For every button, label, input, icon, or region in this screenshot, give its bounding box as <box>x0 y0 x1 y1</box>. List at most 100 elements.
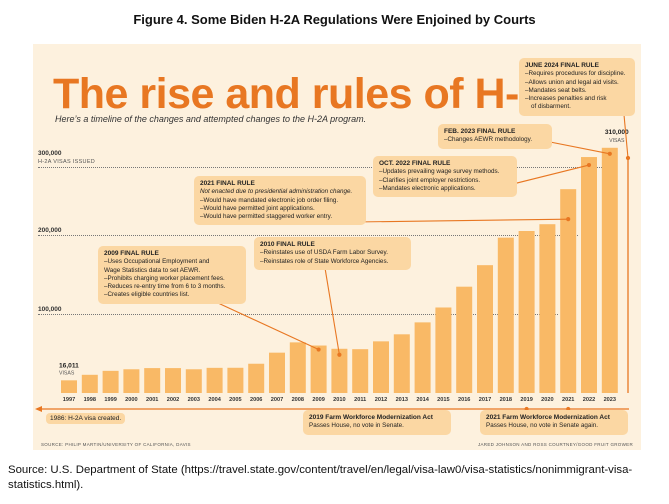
footer-source: SOURCE: PHILIP MARTIN/UNIVERSITY OF CALI… <box>41 442 191 447</box>
annotation-2021-fwma-title: 2021 Farm Workforce Modernization Act <box>486 414 610 421</box>
annotation-2009-title: 2009 FINAL RULE <box>104 250 159 257</box>
annotation-oct-2022-line: –Mandates electronic applications. <box>379 184 476 192</box>
connector-2021 <box>353 218 569 223</box>
x-tick-label-2008: 2008 <box>292 397 304 403</box>
annotation-2021-line: –Would have mandated electronic job orde… <box>200 196 339 204</box>
x-tick-label-1997: 1997 <box>63 397 75 403</box>
bar-2014 <box>414 322 431 393</box>
bar-2008 <box>289 342 306 393</box>
bar-2020 <box>539 224 556 393</box>
connector-oct-2022-dot <box>586 162 592 168</box>
bar-2023 <box>601 147 618 393</box>
annotation-2021-title: 2021 FINAL RULE <box>200 180 255 187</box>
x-tick-label-2022: 2022 <box>583 397 595 403</box>
data-label-2023: 310,000 <box>605 129 629 136</box>
gridline-200000 <box>38 235 578 236</box>
bar-2001 <box>144 368 161 393</box>
annotation-june-2024-line: of disbarment. <box>531 103 571 111</box>
bar-chart: 1997 1998 1999 2000 2001 2002 2003 2004 2005 2006… <box>35 103 631 412</box>
gridline-100000 <box>38 314 558 315</box>
subtitle: Here’s a timeline of the changes and att… <box>55 114 367 124</box>
x-tick-label-2017: 2017 <box>479 397 491 403</box>
x-tick-label-2018: 2018 <box>500 397 512 403</box>
x-tick-label-2007: 2007 <box>271 397 283 403</box>
bar-2005 <box>227 367 244 393</box>
annotation-oct-2022-line: –Updates prevailing wage survey methods. <box>379 168 500 176</box>
annotation-2021-fwma-line: Passes House, no vote in Senate again. <box>486 422 599 430</box>
annotation-2009-line: –Reduces re-entry time from 6 to 3 month… <box>104 283 226 291</box>
bar-2004 <box>206 367 223 393</box>
bar-2022 <box>581 157 597 393</box>
annotation-2021-line: –Would have permitted staggered worker e… <box>200 213 333 221</box>
figure-title: Figure 4. Some Biden H-2A Regulations We… <box>133 12 536 27</box>
x-tick-label-2005: 2005 <box>229 397 241 403</box>
x-tick-label-2001: 2001 <box>146 397 158 403</box>
connector-oct-2022 <box>504 164 590 187</box>
x-tick-label-1998: 1998 <box>84 397 96 403</box>
annotation-2009-line: Wage Statistics data to set AEWR. <box>104 266 201 274</box>
bar-2012 <box>373 341 389 393</box>
annotation-feb-2023-line: –Changes AEWR methodology. <box>444 136 533 144</box>
bar-2003 <box>185 369 202 393</box>
annotation-2019-fwma-title: 2019 Farm Workforce Modernization Act <box>309 414 433 421</box>
annotation-2010-final-rule: 2010 FINAL RULE –Reinstates use of USDA … <box>254 237 411 270</box>
annotation-2009-final-rule: 2009 FINAL RULE –Uses Occupational Emplo… <box>98 246 246 304</box>
y-tick-label-300000: 300,000 <box>38 150 62 157</box>
bar-2017 <box>477 265 493 393</box>
annotation-2021-fwma: 2021 Farm Workforce Modernization Act Pa… <box>480 410 628 435</box>
x-tick-label-2015: 2015 <box>437 397 449 403</box>
annotation-june-2024-line: –Allows union and legal aid visits. <box>525 78 619 86</box>
y-tick-label-200000: 200,000 <box>38 227 62 234</box>
x-tick-label-2002: 2002 <box>167 397 179 403</box>
x-tick-label-2010: 2010 <box>333 397 345 403</box>
connector-2010 <box>324 267 340 355</box>
annotation-june-2024-title: JUNE 2024 FINAL RULE <box>525 62 599 69</box>
bar-2015 <box>435 307 452 393</box>
source-note: Source: U.S. Department of State (https:… <box>8 464 633 491</box>
annotation-june-2024-line: –Requires procedures for discipline. <box>525 70 626 78</box>
bar-2018 <box>497 237 514 393</box>
bar-1997 <box>61 380 77 393</box>
connector-june-2024-dot <box>625 155 631 161</box>
connector-2009 <box>217 302 319 351</box>
annotation-2019-fwma-line: Passes House, no vote in Senate. <box>309 422 404 430</box>
footer-credit: JARED JOHNSON AND ROSS COURTNEY/GOOD FRU… <box>477 442 633 447</box>
x-tick-label-2014: 2014 <box>416 397 429 403</box>
x-tick-label-2003: 2003 <box>188 397 200 403</box>
x-tick-label-2011: 2011 <box>354 397 366 403</box>
bar-2009 <box>310 345 327 393</box>
annotation-2009-line: –Prohibits charging worker placement fee… <box>104 274 225 282</box>
annotation-2021-note: Not enacted due to presidential administ… <box>200 188 353 196</box>
annotation-june-2024-line: –Mandates seat belts. <box>525 86 587 94</box>
annotation-oct-2022-final-rule: OCT. 2022 FINAL RULE –Updates prevailing… <box>373 156 517 198</box>
bar-2019 <box>518 231 535 393</box>
x-tick-label-2009: 2009 <box>312 397 324 403</box>
bar-2011 <box>352 349 369 393</box>
x-tick-label-2016: 2016 <box>458 397 470 403</box>
headline: The rise and rules of H-2A <box>53 70 573 118</box>
annotation-1986: 1986: H-2A visa created. <box>46 413 126 424</box>
x-tick-label-2006: 2006 <box>250 397 262 403</box>
annotation-2009-line: –Creates eligible countries list. <box>104 291 190 299</box>
bar-2021 <box>560 189 577 393</box>
y-axis-label: H-2A VISAS ISSUED <box>38 159 96 165</box>
bar-2007 <box>269 352 285 393</box>
bar-1998 <box>81 374 98 393</box>
bar-2010 <box>331 348 348 393</box>
y-tick-label-100000: 100,000 <box>38 306 62 313</box>
annotation-feb-2023-final-rule: FEB. 2023 FINAL RULE –Changes AEWR metho… <box>438 124 552 149</box>
x-tick-label-2019: 2019 <box>520 397 532 403</box>
data-label-1997: 16,011 <box>59 362 79 369</box>
annotation-2021-line: –Would have permitted joint applications… <box>200 204 315 212</box>
annotation-2010-line: –Reinstates role of State Workforce Agen… <box>260 257 389 265</box>
bar-2006 <box>248 363 265 393</box>
annotation-2009-line: –Uses Occupational Employment and <box>104 258 210 266</box>
x-tick-label-2020: 2020 <box>541 397 553 403</box>
x-tick-label-2012: 2012 <box>375 397 387 403</box>
annotation-2010-title: 2010 FINAL RULE <box>260 241 315 248</box>
annotation-feb-2023-title: FEB. 2023 FINAL RULE <box>444 128 516 135</box>
data-label-unit-1997: VISAS <box>59 370 75 376</box>
annotation-june-2024-final-rule: JUNE 2024 FINAL RULE –Requires procedure… <box>519 58 635 116</box>
annotation-oct-2022-line: –Clarifies joint employer restrictions. <box>379 176 481 184</box>
x-tick-label-2023: 2023 <box>604 397 616 403</box>
